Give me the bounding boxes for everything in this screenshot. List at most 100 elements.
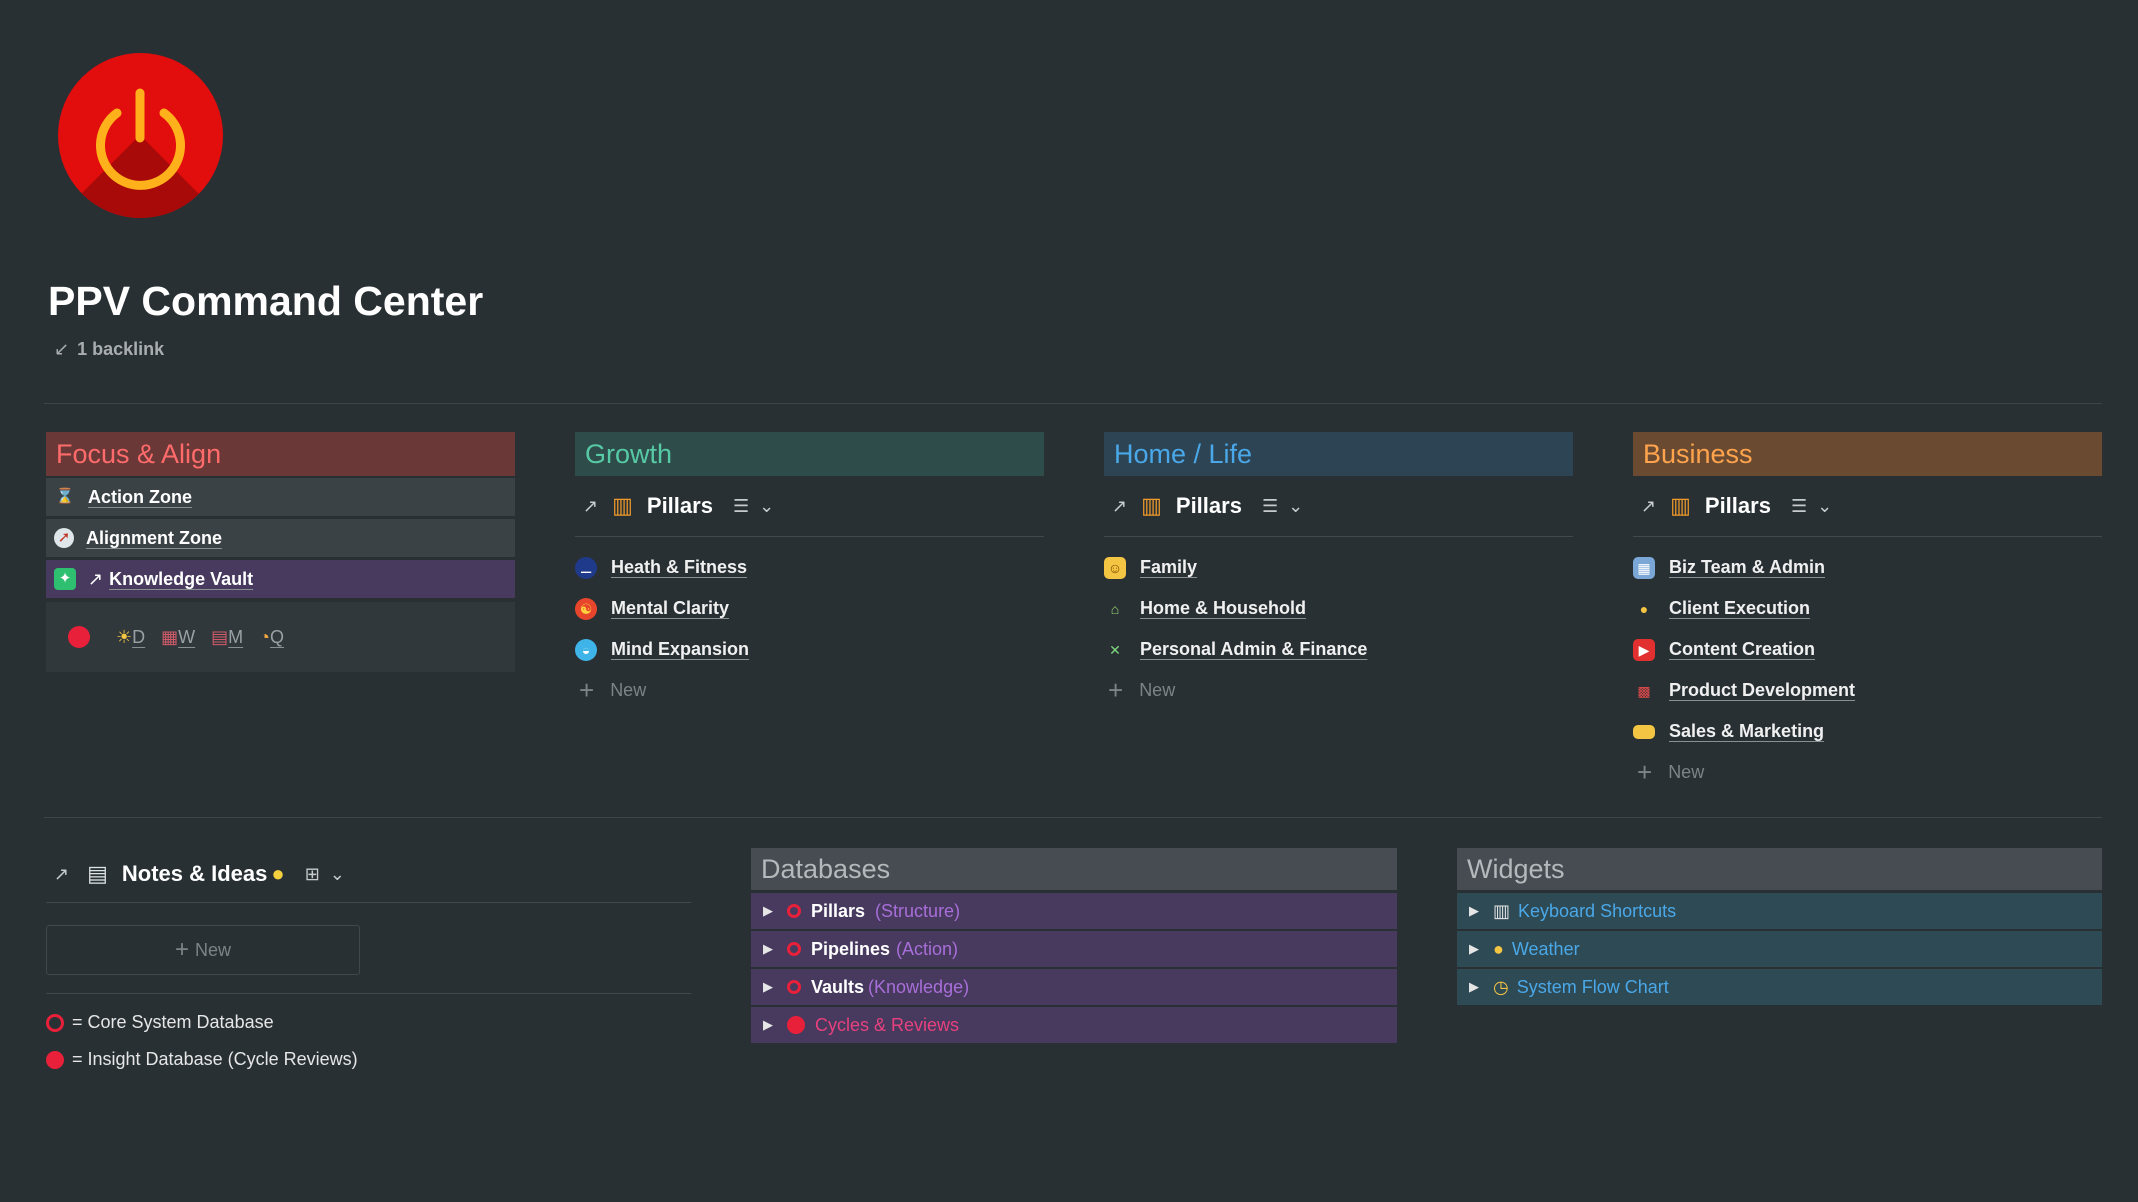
- family-icon: ☺: [1104, 556, 1126, 579]
- divider: [1633, 536, 2102, 537]
- clock-icon: ◷: [1493, 976, 1509, 997]
- knowledge-vault-link[interactable]: ✦ ↗ Knowledge Vault: [46, 560, 515, 598]
- grid-icon: ▩: [1637, 682, 1651, 699]
- ring-icon: [46, 1013, 64, 1032]
- money-icon: ✕: [1109, 641, 1121, 658]
- databases-header: Databases: [751, 848, 1397, 890]
- widget-toggle-flowchart[interactable]: ▶ ◷ System Flow Chart: [1457, 969, 2102, 1005]
- page-icon[interactable]: [58, 53, 223, 218]
- ring-icon: [787, 942, 801, 956]
- toggle-triangle-icon[interactable]: ▶: [763, 979, 773, 994]
- divider: [1104, 536, 1573, 537]
- calendar-icon: ▦: [161, 626, 179, 647]
- backlink-link[interactable]: ↙ 1 backlink: [54, 339, 165, 359]
- cycle-quarterly-link[interactable]: ◔Q: [259, 626, 285, 647]
- database-toggle-pillars[interactable]: ▶ Pillars (Structure): [751, 893, 1397, 929]
- list-view-icon[interactable]: ☰: [1790, 495, 1808, 516]
- open-arrow-icon[interactable]: ↗: [1641, 495, 1657, 516]
- database-toggle-vaults[interactable]: ▶ Vaults (Knowledge): [751, 969, 1397, 1005]
- insight-dot-icon: [68, 626, 90, 648]
- databases-section: Databases ▶ Pillars (Structure) ▶ Pipeli…: [751, 848, 1397, 1045]
- pillar-item[interactable]: ▦ Biz Team & Admin: [1633, 547, 2102, 588]
- legend-insight: = Insight Database (Cycle Reviews): [46, 1049, 691, 1070]
- divider: [575, 536, 1044, 537]
- chevron-down-icon[interactable]: ⌄: [1817, 495, 1833, 516]
- home-pillars-view[interactable]: ↗ ▥ Pillars ☰ ⌄: [1112, 493, 1304, 518]
- open-arrow-icon[interactable]: ↗: [1112, 495, 1128, 516]
- pillar-item[interactable]: ▩ Product Development: [1633, 670, 2102, 711]
- plus-icon: +: [174, 936, 189, 963]
- growth-pillars-view[interactable]: ↗ ▥ Pillars ☰ ⌄: [583, 493, 775, 518]
- pillar-item[interactable]: ⚊ Heath & Fitness: [575, 547, 1044, 588]
- credit-card-icon: [1633, 724, 1655, 739]
- globe-icon: ◒: [575, 638, 597, 661]
- widget-toggle-keyboard[interactable]: ▶ ▥ Keyboard Shortcuts: [1457, 893, 2102, 929]
- new-pillar-button[interactable]: + New: [1108, 674, 1176, 705]
- gallery-view-icon[interactable]: ⊞: [304, 863, 320, 884]
- business-pillars-view[interactable]: ↗ ▥ Pillars ☰ ⌄: [1641, 493, 1833, 518]
- growth-column: Growth ↗ ▥ Pillars ☰ ⌄ ⚊ Heath & Fitness …: [575, 432, 1044, 710]
- link-arrow-icon: ↗: [88, 568, 104, 589]
- business-header: Business: [1633, 432, 2102, 476]
- notepad-icon: ▤: [87, 861, 108, 886]
- compass-icon: ➚: [54, 528, 74, 548]
- new-pillar-button[interactable]: + New: [1637, 756, 1705, 787]
- house-icon: ⌂: [1110, 600, 1120, 617]
- video-icon: ▶: [1633, 638, 1655, 661]
- alignment-zone-link[interactable]: ➚ Alignment Zone: [46, 519, 515, 557]
- database-toggle-cycles[interactable]: ▶ Cycles & Reviews: [751, 1007, 1397, 1043]
- legend-core: = Core System Database: [46, 1012, 691, 1033]
- plus-icon: +: [1108, 674, 1124, 705]
- building-icon: ▦: [1633, 556, 1655, 579]
- cycle-weekly-link[interactable]: ▦W: [161, 626, 196, 647]
- pillar-item[interactable]: ☺ Family: [1104, 547, 1573, 588]
- person-icon: ●: [1639, 600, 1649, 617]
- divider: [44, 403, 2102, 404]
- keyboard-icon: ▥: [1493, 900, 1511, 921]
- toggle-triangle-icon[interactable]: ▶: [1469, 979, 1479, 994]
- pillar-item[interactable]: ⌂ Home & Household: [1104, 588, 1573, 629]
- divider: [46, 993, 691, 994]
- open-arrow-icon[interactable]: ↗: [54, 863, 70, 884]
- toggle-triangle-icon[interactable]: ▶: [1469, 903, 1479, 918]
- sun-icon: ☀: [116, 626, 133, 647]
- new-pillar-button[interactable]: + New: [579, 674, 647, 705]
- new-note-button[interactable]: + New: [46, 925, 360, 975]
- database-toggle-pipelines[interactable]: ▶ Pipelines (Action): [751, 931, 1397, 967]
- list-view-icon[interactable]: ☰: [732, 495, 750, 516]
- toggle-triangle-icon[interactable]: ▶: [763, 941, 773, 956]
- home-life-header: Home / Life: [1104, 432, 1573, 476]
- insight-dot-icon: [46, 1050, 64, 1069]
- open-arrow-icon[interactable]: ↗: [583, 495, 599, 516]
- cycles-bar: ☀D ▦W ▤M ◔Q: [46, 602, 515, 672]
- toggle-triangle-icon[interactable]: ▶: [1469, 941, 1479, 956]
- pillar-item[interactable]: Sales & Marketing: [1633, 711, 2102, 752]
- chevron-down-icon[interactable]: ⌄: [759, 495, 775, 516]
- pillar-item[interactable]: ● Client Execution: [1633, 588, 2102, 629]
- growth-header: Growth: [575, 432, 1044, 476]
- toggle-triangle-icon[interactable]: ▶: [763, 903, 773, 918]
- divider: [44, 817, 2102, 818]
- calendar-month-icon: ▤: [211, 626, 229, 647]
- pillar-item[interactable]: ✕ Personal Admin & Finance: [1104, 629, 1573, 670]
- cycle-monthly-link[interactable]: ▤M: [211, 626, 244, 647]
- ring-icon: [787, 980, 801, 994]
- cycle-daily-link[interactable]: ☀D: [116, 626, 146, 647]
- list-view-icon[interactable]: ☰: [1261, 495, 1279, 516]
- pillar-item[interactable]: ▶ Content Creation: [1633, 629, 2102, 670]
- toggle-triangle-icon[interactable]: ▶: [763, 1017, 773, 1032]
- page-title: PPV Command Center: [48, 278, 484, 324]
- lightbulb-icon: ●: [271, 861, 285, 886]
- notes-ideas-view[interactable]: ↗ ▤ Notes & Ideas ● ⊞ ⌄: [54, 861, 345, 886]
- pillar-item[interactable]: ☯ Mental Clarity: [575, 588, 1044, 629]
- chevron-down-icon[interactable]: ⌄: [329, 863, 345, 884]
- focus-align-header: Focus & Align: [46, 432, 515, 476]
- brain-icon: ✦: [54, 568, 76, 590]
- quarter-icon: ◔: [259, 626, 271, 647]
- sun-icon: ●: [1493, 938, 1504, 959]
- pillar-item[interactable]: ◒ Mind Expansion: [575, 629, 1044, 670]
- widget-toggle-weather[interactable]: ▶ ● Weather: [1457, 931, 2102, 967]
- action-zone-link[interactable]: ⌛ Action Zone: [46, 478, 515, 516]
- chevron-down-icon[interactable]: ⌄: [1288, 495, 1304, 516]
- pillar-icon: ▥: [1141, 493, 1162, 518]
